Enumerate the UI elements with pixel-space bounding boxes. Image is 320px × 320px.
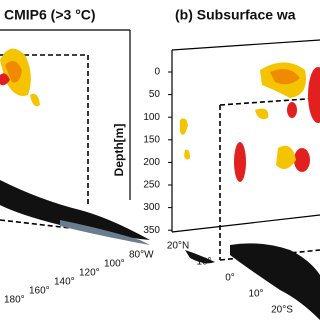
lon-label: 180° bbox=[4, 295, 25, 306]
depth-tick-label: 100 bbox=[143, 112, 160, 123]
lon-label: 80°W bbox=[129, 250, 154, 261]
depth-tick-label: 200 bbox=[143, 157, 160, 168]
depth-tick-label: 150 bbox=[143, 134, 160, 145]
panel-title: CMIP6 (>3 °C) bbox=[4, 7, 96, 23]
lon-label: 120° bbox=[79, 268, 100, 279]
right-plot bbox=[171, 39, 320, 320]
lon-label: 100° bbox=[104, 259, 125, 270]
panel-title: (b) Subsurface wa bbox=[175, 7, 296, 23]
depth-tick-label: 50 bbox=[149, 89, 161, 100]
lat-label: 20°S bbox=[271, 305, 293, 316]
lat-label: 0° bbox=[225, 273, 235, 284]
depth-tick-label: 300 bbox=[143, 202, 160, 213]
axis-label: Depth[m] bbox=[112, 124, 126, 177]
depth-tick-label: 250 bbox=[143, 180, 160, 191]
lon-label: 140° bbox=[54, 277, 75, 288]
depth-tick-label: 350 bbox=[143, 225, 160, 236]
left-plot bbox=[0, 29, 150, 245]
lon-label: 160° bbox=[29, 286, 50, 297]
lat-label: 20°N bbox=[167, 241, 189, 252]
lat-label: 10° bbox=[248, 289, 263, 300]
lat-label: 10° bbox=[196, 257, 211, 268]
depth-tick-label: 0 bbox=[154, 67, 160, 78]
